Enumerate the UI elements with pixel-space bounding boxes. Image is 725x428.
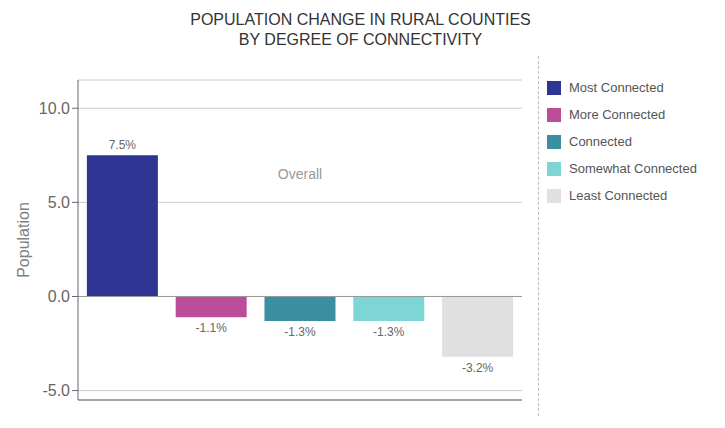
html-text:Least Connected: Least Connected [569,188,668,203]
svg-text:-1.1%: -1.1% [196,321,228,335]
html-text:Connected: Connected [569,134,632,149]
svg-text:0.0: 0.0 [48,288,70,305]
svg-text:-1.3%: -1.3% [373,325,405,339]
html-text:BY DEGREE OF CONNECTIVITY: BY DEGREE OF CONNECTIVITY [238,31,483,48]
html-text:Overall: Overall [277,166,323,182]
html-text:More Connected: More Connected [569,107,666,122]
html-text:Most Connected: Most Connected [569,80,664,95]
svg-text:-5.0: -5.0 [42,382,70,399]
svg-text:5.0: 5.0 [48,194,70,211]
html-text:Somewhat Connected: Somewhat Connected [569,161,697,176]
svg-text:-3.2%: -3.2% [462,361,494,375]
svg-text:7.5%: 7.5% [109,138,137,152]
svg-text:Population: Population [15,202,32,278]
svg-text:10.0: 10.0 [39,100,70,117]
svg-text:-1.3%: -1.3% [284,325,316,339]
html-text:POPULATION CHANGE IN RURAL COU: POPULATION CHANGE IN RURAL COUNTIES [190,11,531,28]
